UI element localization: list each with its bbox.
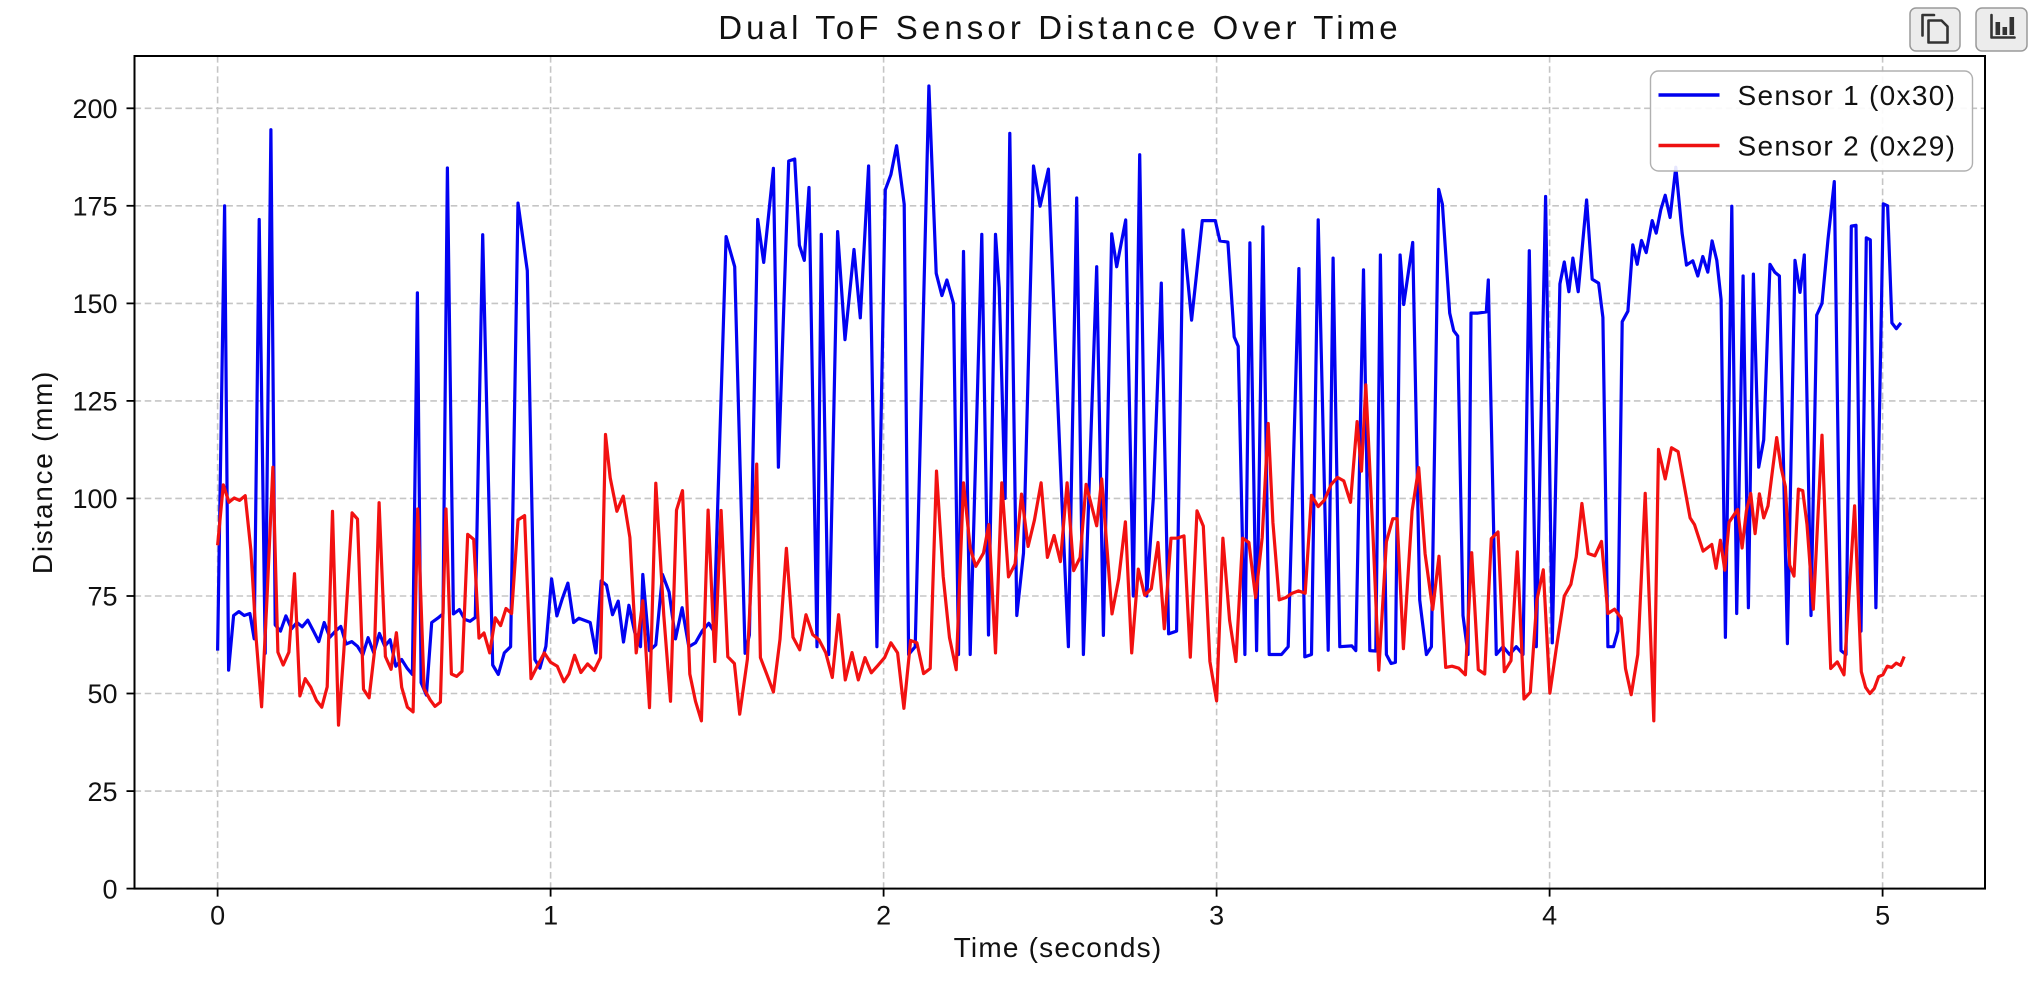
svg-text:0: 0: [102, 874, 117, 904]
svg-text:0: 0: [210, 901, 225, 931]
svg-text:150: 150: [72, 289, 117, 319]
svg-text:1: 1: [543, 901, 558, 931]
svg-text:200: 200: [72, 94, 117, 124]
svg-text:Distance (mm): Distance (mm): [27, 370, 58, 574]
svg-text:100: 100: [72, 484, 117, 514]
svg-text:4: 4: [1542, 901, 1557, 931]
svg-text:3: 3: [1209, 901, 1224, 931]
svg-text:5: 5: [1875, 901, 1890, 931]
svg-text:175: 175: [72, 192, 117, 222]
svg-text:Sensor 1 (0x30): Sensor 1 (0x30): [1738, 80, 1957, 111]
svg-text:25: 25: [87, 777, 117, 807]
svg-text:Sensor 2 (0x29): Sensor 2 (0x29): [1738, 131, 1957, 162]
svg-text:2: 2: [876, 901, 891, 931]
svg-text:125: 125: [72, 387, 117, 417]
svg-text:Dual ToF Sensor Distance Over: Dual ToF Sensor Distance Over Time: [718, 9, 1402, 46]
svg-text:Time (seconds): Time (seconds): [954, 932, 1163, 963]
svg-text:75: 75: [87, 582, 117, 612]
svg-text:50: 50: [87, 679, 117, 709]
